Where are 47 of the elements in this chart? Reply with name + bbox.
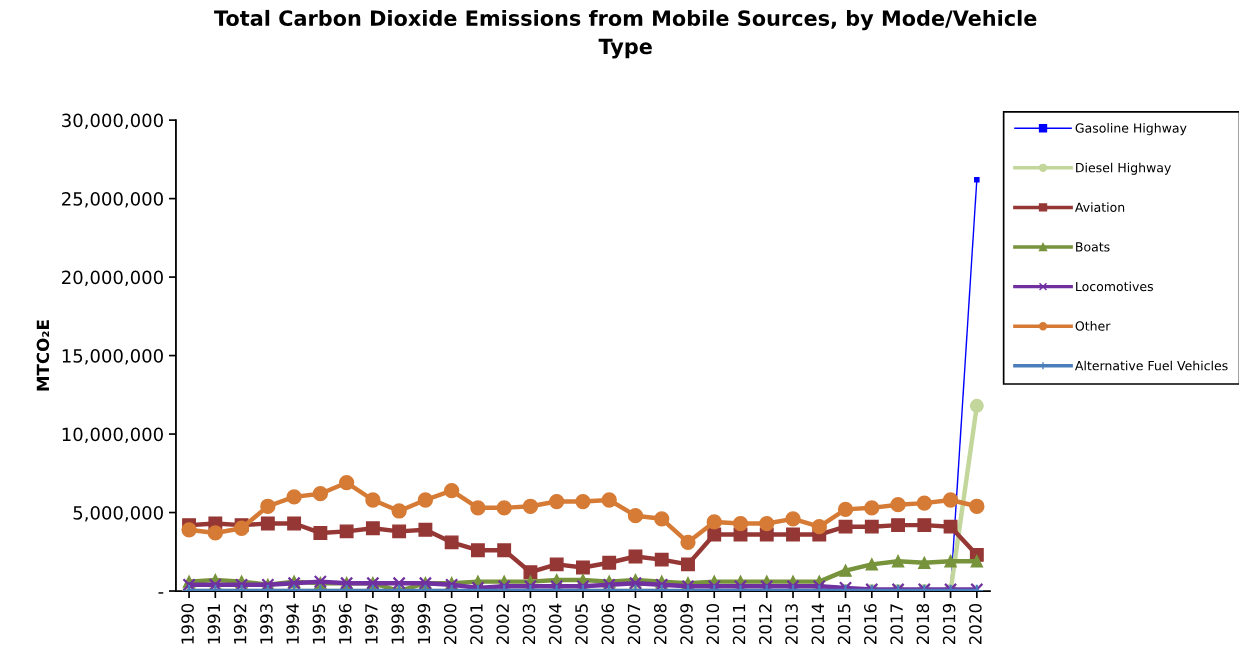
x-tick-label: 1998 bbox=[391, 603, 404, 644]
y-axis-title: MTCO₂E bbox=[36, 320, 50, 391]
legend-label: Other bbox=[1075, 321, 1111, 331]
x-tick-label: 2015 bbox=[837, 604, 851, 645]
y-tick-label: 5,000,000 bbox=[73, 506, 163, 522]
y-tick-label: - bbox=[158, 592, 164, 594]
y-tick-label: 20,000,000 bbox=[62, 270, 163, 287]
y-tick-label: 25,000,000 bbox=[62, 192, 163, 208]
x-tick-label: 2017 bbox=[890, 604, 903, 645]
y-tick-label: 10,000,000 bbox=[62, 427, 163, 444]
x-tick-label: 2019 bbox=[942, 604, 956, 645]
legend-label: Alternative Fuel Vehicles bbox=[1074, 360, 1228, 371]
x-tick-label: 1992 bbox=[233, 604, 247, 644]
x-tick-label: 2010 bbox=[706, 603, 720, 645]
x-tick-label: 1995 bbox=[312, 604, 326, 644]
x-tick-label: 2001 bbox=[470, 604, 483, 645]
x-tick-label: 2002 bbox=[496, 604, 510, 645]
x-tick-label: 2004 bbox=[548, 603, 562, 645]
legend-label: Aviation bbox=[1074, 202, 1125, 212]
x-tick-label: 2014 bbox=[811, 603, 825, 645]
x-tick-label: 2016 bbox=[864, 603, 877, 645]
x-tick-label: 1991 bbox=[207, 604, 221, 644]
x-tick-label: 2018 bbox=[916, 603, 930, 645]
legend-label: Gasoline Highway bbox=[1075, 123, 1187, 136]
x-tick-label: 2012 bbox=[758, 604, 772, 645]
x-tick-label: 2007 bbox=[627, 604, 641, 645]
y-tick-label: 15,000,000 bbox=[62, 349, 163, 365]
x-tick-label: 2006 bbox=[601, 603, 615, 645]
legend-label: Locomotives bbox=[1076, 281, 1153, 292]
x-tick-label: 2003 bbox=[522, 604, 536, 645]
legend-label: Diesel Highway bbox=[1076, 162, 1171, 175]
x-tick-label: 1990 bbox=[181, 603, 194, 644]
x-tick-label: 2020 bbox=[969, 603, 982, 645]
x-tick-label: 2013 bbox=[785, 604, 798, 645]
x-tick-label: 2005 bbox=[575, 604, 588, 645]
y-tick-label: 30,000,000 bbox=[62, 113, 163, 130]
legend-label: Boats bbox=[1076, 242, 1110, 252]
x-tick-label: 1997 bbox=[365, 604, 378, 644]
chart-title: Total Carbon Dioxide Emissions from Mobile Sources, by Mode/Vehicle Type bbox=[214, 9, 1037, 59]
x-tick-label: 2009 bbox=[680, 604, 693, 645]
x-tick-label: 1999 bbox=[417, 604, 431, 644]
x-tick-label: 2011 bbox=[732, 604, 746, 645]
x-tick-label: 2000 bbox=[443, 603, 457, 645]
x-tick-label: 1994 bbox=[286, 603, 299, 644]
x-tick-label: 1993 bbox=[260, 604, 273, 644]
x-tick-label: 1996 bbox=[338, 603, 352, 644]
x-tick-label: 2008 bbox=[653, 603, 667, 645]
